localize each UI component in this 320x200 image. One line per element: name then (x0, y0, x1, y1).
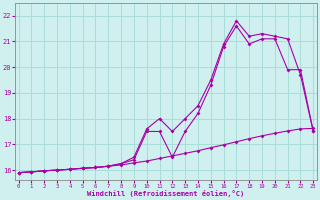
X-axis label: Windchill (Refroidissement éolien,°C): Windchill (Refroidissement éolien,°C) (87, 190, 244, 197)
